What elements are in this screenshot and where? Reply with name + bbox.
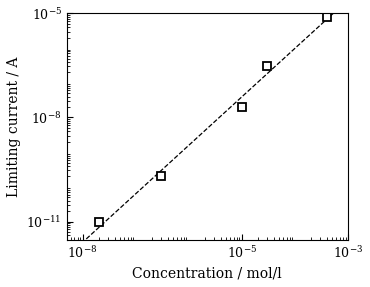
Y-axis label: Limiting current / A: Limiting current / A xyxy=(7,56,21,197)
X-axis label: Concentration / mol/l: Concentration / mol/l xyxy=(132,266,282,280)
